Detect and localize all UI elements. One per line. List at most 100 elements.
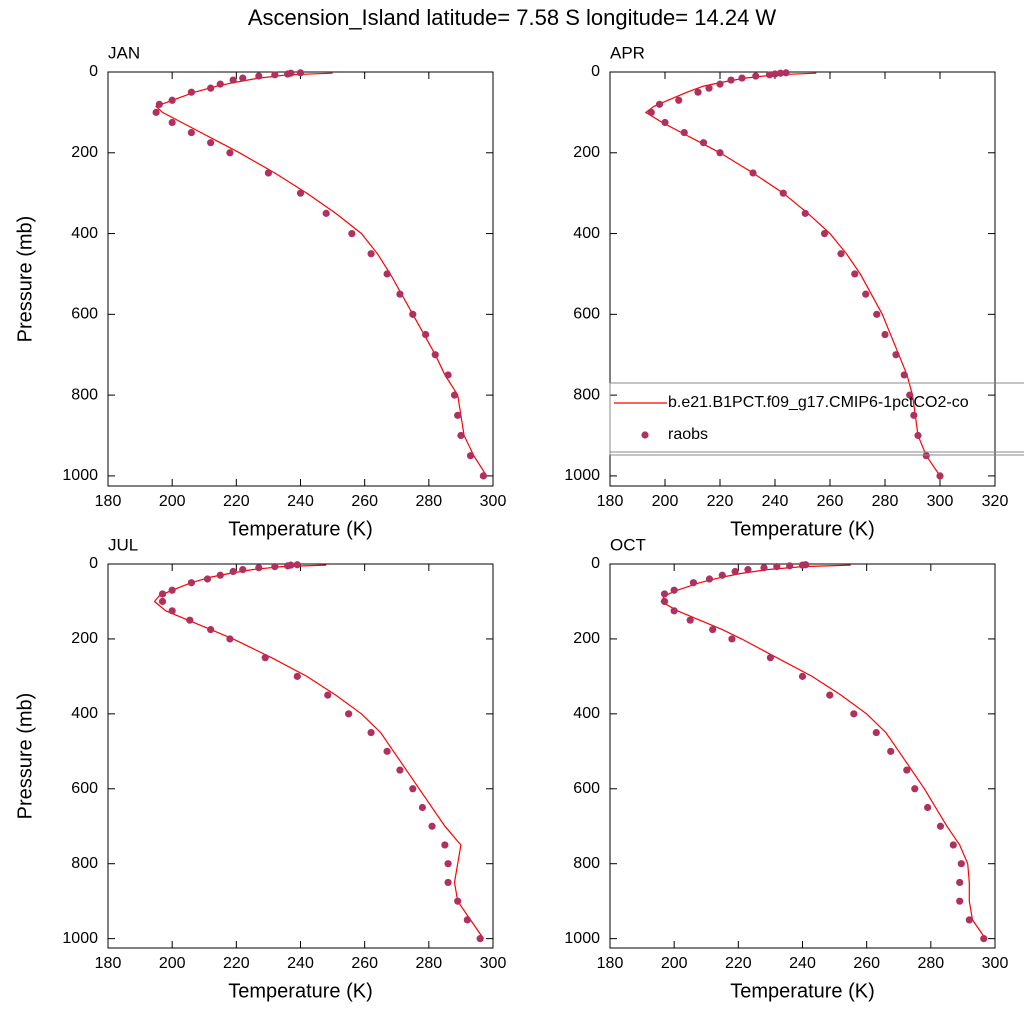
obs-marker	[229, 567, 237, 576]
obs-marker	[956, 878, 964, 887]
y-tick-label: 600	[573, 780, 600, 797]
x-tick-label: 220	[223, 955, 250, 972]
x-tick-label: 300	[982, 955, 1009, 972]
x-tick-label: 240	[789, 955, 816, 972]
obs-marker	[744, 566, 752, 574]
obs-marker	[826, 691, 834, 699]
obs-marker	[431, 351, 439, 359]
obs-marker	[152, 108, 160, 116]
obs-marker	[716, 149, 724, 157]
obs-marker	[980, 935, 988, 943]
panel-title: JUL	[108, 535, 138, 554]
obs-marker	[207, 84, 215, 92]
obs-marker	[709, 625, 717, 634]
x-tick-label: 220	[725, 955, 752, 972]
obs-marker	[765, 71, 774, 79]
obs-marker	[264, 169, 273, 177]
obs-marker	[168, 607, 176, 615]
x-tick-label: 200	[652, 493, 679, 510]
obs-marker	[776, 69, 785, 77]
obs-marker	[699, 139, 708, 147]
obs-marker	[422, 330, 430, 339]
obs-marker	[900, 371, 908, 379]
obs-marker	[187, 128, 196, 137]
obs-marker	[660, 597, 669, 606]
obs-marker	[168, 96, 176, 104]
obs-marker	[760, 564, 768, 572]
y-tick-label: 800	[71, 855, 98, 872]
y-tick-label: 400	[573, 705, 600, 722]
y-tick-label: 0	[591, 63, 600, 80]
obs-marker	[296, 189, 305, 197]
obs-marker	[694, 88, 702, 96]
obs-marker	[837, 250, 845, 258]
x-tick-label: 280	[415, 493, 442, 510]
legend-label: raobs	[668, 426, 708, 443]
obs-marker	[187, 88, 196, 96]
x-tick-label: 200	[661, 955, 688, 972]
obs-marker	[216, 571, 224, 579]
x-tick-label: 280	[415, 955, 442, 972]
obs-marker	[887, 747, 895, 755]
x-tick-label: 300	[927, 493, 954, 510]
obs-marker	[798, 672, 807, 680]
y-tick-label: 1000	[564, 930, 600, 947]
y-axis-label: Pressure (mb)	[14, 216, 36, 343]
x-tick-label: 260	[817, 493, 844, 510]
x-tick-label: 300	[480, 493, 507, 510]
x-tick-label: 180	[597, 493, 624, 510]
y-tick-label: 200	[573, 630, 600, 647]
obs-marker	[409, 785, 417, 793]
obs-marker	[296, 69, 305, 77]
obs-marker	[158, 590, 167, 598]
panel-title: JAN	[108, 43, 140, 62]
panel-title: APR	[610, 43, 645, 62]
obs-marker	[924, 803, 932, 812]
obs-marker	[367, 728, 375, 737]
x-tick-label: 180	[597, 955, 624, 972]
obs-marker	[820, 229, 829, 238]
y-tick-label: 600	[71, 306, 98, 323]
obs-marker	[255, 72, 263, 80]
y-tick-label: 400	[573, 225, 600, 242]
panel: 180 200 220 240 260 280 300 0 200 400 600 800 1000 JU…	[14, 535, 506, 1002]
obs-marker	[922, 452, 930, 460]
legend: b.e21.B1PCT.f09_g17.CMIP6-1pctCO2-coraob…	[609, 382, 1024, 456]
obs-marker	[661, 118, 669, 127]
obs-marker	[936, 822, 945, 830]
obs-marker	[727, 76, 735, 84]
obs-marker	[851, 270, 859, 278]
panel: 180 200 220 240 260 280 300 320 0 200 400 600 800 100…	[564, 43, 1008, 540]
obs-marker	[168, 118, 176, 127]
y-tick-label: 0	[89, 555, 98, 572]
x-axis-label: Temperature (K)	[228, 518, 373, 540]
model-line	[660, 564, 986, 939]
obs-marker	[207, 139, 215, 147]
obs-marker	[850, 710, 858, 718]
obs-marker	[229, 76, 237, 84]
obs-marker	[766, 654, 775, 662]
y-tick-label: 800	[71, 386, 98, 403]
obs-marker	[444, 878, 452, 887]
obs-marker	[670, 607, 678, 615]
obs-marker	[647, 108, 655, 116]
y-tick-label: 400	[71, 705, 98, 722]
x-tick-label: 280	[917, 955, 944, 972]
obs-marker	[731, 567, 739, 576]
obs-marker	[383, 270, 391, 278]
obs-marker	[284, 562, 292, 570]
obs-marker	[910, 411, 918, 419]
x-tick-label: 240	[287, 493, 314, 510]
y-tick-label: 1000	[564, 467, 600, 484]
obs-marker	[409, 310, 417, 318]
obs-marker	[345, 710, 353, 718]
x-tick-label: 240	[287, 955, 314, 972]
obs-marker	[207, 625, 215, 634]
y-tick-label: 200	[71, 144, 98, 161]
obs-marker	[798, 561, 807, 569]
x-tick-label: 280	[872, 493, 899, 510]
y-tick-label: 1000	[62, 467, 98, 484]
obs-marker	[914, 431, 922, 440]
